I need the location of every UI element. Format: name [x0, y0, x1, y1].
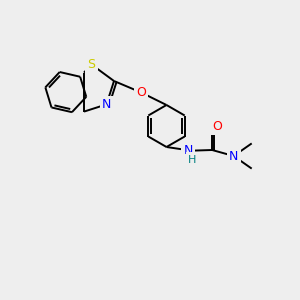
Text: O: O	[136, 86, 146, 99]
Text: N: N	[229, 149, 238, 163]
Text: N: N	[102, 98, 111, 111]
Text: S: S	[88, 58, 95, 71]
Text: O: O	[213, 119, 222, 133]
Text: N: N	[183, 143, 193, 157]
Text: H: H	[188, 154, 196, 165]
